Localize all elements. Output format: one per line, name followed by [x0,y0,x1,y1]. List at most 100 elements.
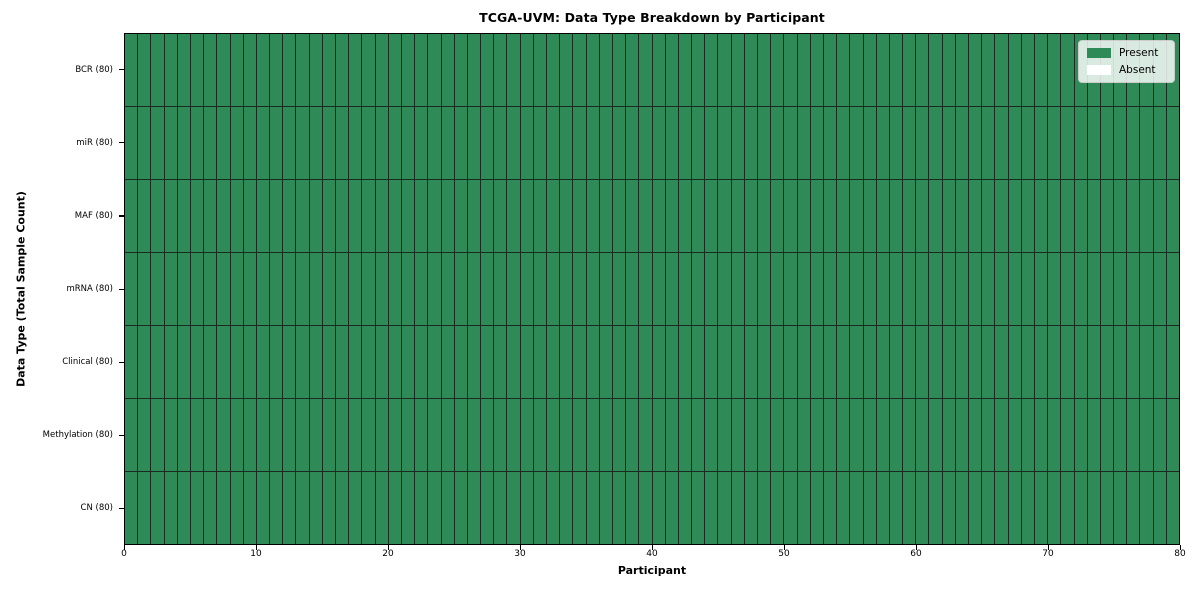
heatmap-cell [1114,399,1127,471]
heatmap-cell [942,399,955,471]
heatmap-cell [705,34,718,106]
heatmap-cell [863,253,876,325]
heatmap-cell [309,180,322,252]
heatmap-cell [586,34,599,106]
heatmap-cell [217,326,230,398]
heatmap-cell [1087,472,1100,544]
heatmap-cell [969,180,982,252]
heatmap-cell [560,472,573,544]
heatmap-cell [375,180,388,252]
x-axis-label: Participant [617,564,687,577]
heatmap-cell [401,180,415,252]
heatmap-cell [810,34,823,106]
heatmap-cell [230,107,243,179]
heatmap-cell [678,472,692,544]
heatmap-cell [151,107,164,179]
heatmap-cell [731,107,744,179]
heatmap-cell [375,472,388,544]
heatmap-cell [1166,180,1179,252]
heatmap-cell [151,34,164,106]
heatmap-cell [533,253,546,325]
heatmap-cell [837,399,850,471]
legend-label-absent: Absent [1119,64,1156,76]
heatmap-cell [164,472,177,544]
heatmap-cell [270,180,283,252]
heatmap-cell [1074,399,1087,471]
x-tick-label: 10 [250,549,262,559]
heatmap-cell [889,34,903,106]
heatmap-cell [375,326,388,398]
heatmap-cell [1061,107,1074,179]
absent-swatch-icon [1087,65,1111,75]
heatmap-cell [665,399,678,471]
heatmap-cell [969,399,982,471]
heatmap-cell [771,180,784,252]
heatmap-cell [454,253,467,325]
heatmap-cell [1114,253,1127,325]
heatmap-cell [428,34,441,106]
heatmap-cell [481,472,494,544]
heatmap-cell [652,180,665,252]
heatmap-cell [362,399,375,471]
heatmap-cell [612,472,626,544]
heatmap-cell [256,180,270,252]
heatmap-cell [401,107,415,179]
heatmap-cell [138,326,151,398]
heatmap-cell [665,472,678,544]
heatmap-cell [151,180,164,252]
heatmap-cell [283,472,296,544]
heatmap-cell [388,326,401,398]
heatmap-cell [692,107,705,179]
heatmap-cell [995,34,1008,106]
heatmap-cell [1153,472,1166,544]
heatmap-cell [810,253,823,325]
heatmap-cell [454,34,467,106]
heatmap-cell [718,107,731,179]
heatmap-cell [467,34,481,106]
x-tick-mark [255,545,257,550]
heatmap-cell [309,472,322,544]
heatmap-cell [942,180,955,252]
heatmap-cell [969,326,982,398]
heatmap-cell [230,326,243,398]
heatmap-cell [903,472,916,544]
heatmap-cell [322,34,335,106]
heatmap-cell [217,399,230,471]
heatmap-cell [599,180,612,252]
heatmap-cell [863,180,876,252]
heatmap-cell [243,399,256,471]
heatmap-cell [692,472,705,544]
heatmap-cell [969,107,982,179]
heatmap-cell [916,253,929,325]
heatmap-cell [810,472,823,544]
heatmap-cell [520,326,533,398]
heatmap-cell [903,34,916,106]
chart-title: TCGA-UVM: Data Type Breakdown by Partici… [479,10,825,25]
heatmap-cell [705,472,718,544]
heatmap-cell [929,253,942,325]
heatmap-cell [652,253,665,325]
heatmap-cell [481,34,494,106]
heatmap-cell [243,253,256,325]
heatmap-cell [929,472,942,544]
heatmap-cell [810,180,823,252]
heatmap-cell [1061,34,1074,106]
heatmap-cell [494,253,507,325]
heatmap-cell [520,180,533,252]
heatmap-cell [1100,326,1114,398]
heatmap-cell [639,326,652,398]
heatmap-cell [929,180,942,252]
heatmap-cell [903,326,916,398]
heatmap-cell [1127,180,1140,252]
heatmap-cell [586,107,599,179]
heatmap-cell [322,472,335,544]
heatmap-cell [784,253,797,325]
heatmap-cell [863,34,876,106]
heatmap-cell [1100,253,1114,325]
heatmap-cell [520,472,533,544]
heatmap-cell [929,399,942,471]
heatmap-cell [995,107,1008,179]
heatmap-cell [481,180,494,252]
heatmap-cell [547,472,560,544]
heatmap-cell [494,472,507,544]
